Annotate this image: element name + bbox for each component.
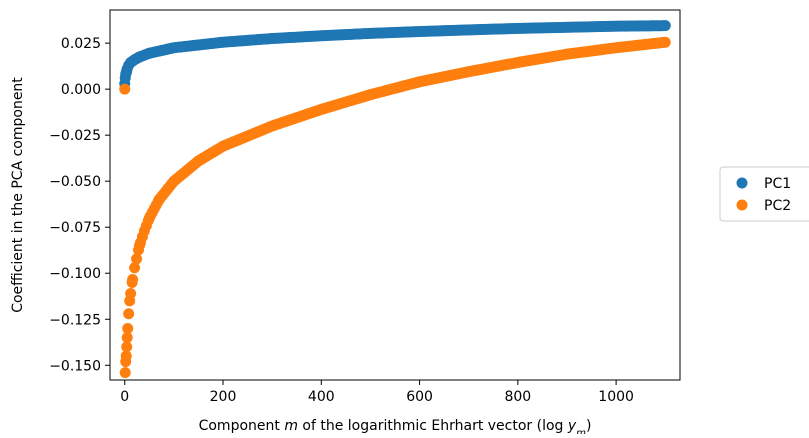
legend-marker-pc1	[736, 177, 748, 189]
x-axis-label-prefix: Component	[199, 418, 285, 434]
data-point	[119, 367, 131, 379]
x-tick-label: 400	[308, 389, 335, 405]
x-axis-label-sub-base: y	[567, 418, 577, 434]
x-tick-label: 0	[120, 389, 129, 405]
data-point	[131, 253, 143, 265]
x-axis-label-suffix: )	[586, 418, 591, 434]
legend-label-pc2: PC2	[764, 198, 791, 214]
y-tick-label: −0.125	[49, 312, 101, 328]
data-point	[119, 83, 131, 95]
y-tick-label: −0.150	[49, 358, 101, 374]
legend-marker-pc2	[736, 199, 748, 211]
y-tick-label: 0.000	[61, 82, 101, 98]
x-tick-label: 1000	[598, 389, 634, 405]
data-point	[123, 308, 135, 320]
plot-frame	[109, 9, 681, 381]
x-axis-label-sub: m	[576, 428, 586, 435]
legend-label-pc1: PC1	[764, 176, 791, 192]
y-tick-label: −0.025	[49, 128, 101, 144]
x-axis-label-var: m	[284, 418, 298, 434]
series-pc2	[119, 36, 671, 379]
ticks-layer: 0 200 400 600 800 1000 0.025 0.000 −0.025 −0.050 −…	[49, 36, 634, 405]
y-tick-label: −0.100	[49, 266, 101, 282]
y-tick-label: −0.075	[49, 220, 101, 236]
data-point	[659, 36, 671, 48]
y-axis-label: Coefficient in the PCA component	[10, 77, 26, 313]
data-point	[127, 273, 139, 285]
x-tick-label: 600	[406, 389, 433, 405]
x-axis-label-middle: of the logarithmic Ehrhart vector (log	[298, 418, 568, 434]
data-point	[120, 350, 132, 362]
data-point	[122, 322, 134, 334]
series-pc1	[119, 20, 671, 90]
x-tick-label: 200	[210, 389, 237, 405]
data-point	[129, 262, 141, 274]
y-tick-label: −0.050	[49, 174, 101, 190]
data-point	[659, 20, 671, 32]
data-point	[121, 332, 133, 344]
data-point	[125, 287, 137, 299]
x-axis-label: Component m of the logarithmic Ehrhart v…	[199, 418, 592, 434]
x-tick-label: 800	[504, 389, 531, 405]
data-point	[121, 341, 133, 353]
points-layer	[119, 20, 671, 379]
y-tick-label: 0.025	[61, 36, 101, 52]
